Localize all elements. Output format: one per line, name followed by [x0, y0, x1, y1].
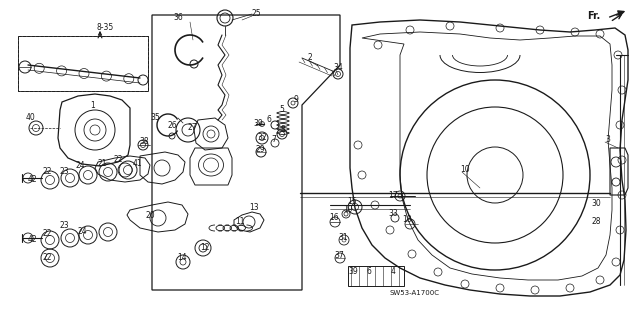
Text: 21: 21 — [97, 159, 107, 169]
Text: 22: 22 — [114, 156, 122, 164]
Text: 6: 6 — [367, 268, 371, 276]
Text: 28: 28 — [591, 218, 601, 227]
Text: 18: 18 — [402, 215, 412, 225]
Text: 23: 23 — [59, 220, 69, 229]
Text: 27: 27 — [187, 124, 197, 132]
Text: 32: 32 — [257, 132, 267, 141]
Text: 36: 36 — [173, 13, 183, 22]
Text: 5: 5 — [279, 106, 285, 115]
Text: 22: 22 — [42, 252, 52, 261]
Text: 30: 30 — [591, 199, 601, 209]
Text: 17: 17 — [388, 191, 398, 201]
Text: 3: 3 — [605, 135, 611, 145]
Text: 2: 2 — [308, 53, 313, 62]
Text: 11: 11 — [235, 218, 245, 227]
Text: 37: 37 — [334, 252, 344, 260]
Text: 24: 24 — [77, 228, 87, 236]
Text: 33: 33 — [388, 210, 398, 219]
Text: 29: 29 — [255, 146, 265, 155]
Text: 25: 25 — [251, 10, 261, 19]
Text: 1: 1 — [91, 101, 95, 110]
Text: 23: 23 — [59, 167, 69, 177]
Text: SW53-A1700C: SW53-A1700C — [390, 290, 440, 296]
Bar — [18, 36, 148, 91]
Text: 15: 15 — [347, 197, 357, 206]
Text: 22: 22 — [42, 229, 52, 238]
Text: 31: 31 — [338, 234, 348, 243]
Text: 24: 24 — [75, 161, 85, 170]
Text: 26: 26 — [167, 121, 177, 130]
Text: 22: 22 — [42, 167, 52, 177]
Bar — [18, 36, 148, 91]
Text: 12: 12 — [200, 244, 210, 252]
Text: 4: 4 — [390, 268, 396, 276]
Text: 39: 39 — [348, 268, 358, 276]
Text: 13: 13 — [249, 204, 259, 212]
Bar — [348, 266, 404, 286]
Text: 6: 6 — [267, 116, 271, 124]
Text: 14: 14 — [177, 253, 187, 262]
Text: 16: 16 — [329, 213, 339, 222]
Text: Fr.: Fr. — [587, 11, 600, 21]
Text: 42: 42 — [27, 236, 37, 244]
Text: 40: 40 — [26, 114, 36, 123]
Text: 20: 20 — [145, 211, 155, 220]
Text: 8-35: 8-35 — [96, 23, 114, 33]
Text: 42: 42 — [27, 174, 37, 183]
Text: 8: 8 — [281, 125, 285, 134]
Text: 39: 39 — [253, 118, 263, 127]
Text: 41: 41 — [132, 158, 142, 167]
Text: 35: 35 — [150, 114, 160, 123]
Text: 7: 7 — [272, 135, 276, 145]
Text: 38: 38 — [139, 137, 149, 146]
Text: 9: 9 — [293, 95, 299, 105]
Text: 34: 34 — [333, 63, 343, 73]
Text: 19: 19 — [343, 205, 353, 214]
Text: 10: 10 — [460, 165, 470, 174]
